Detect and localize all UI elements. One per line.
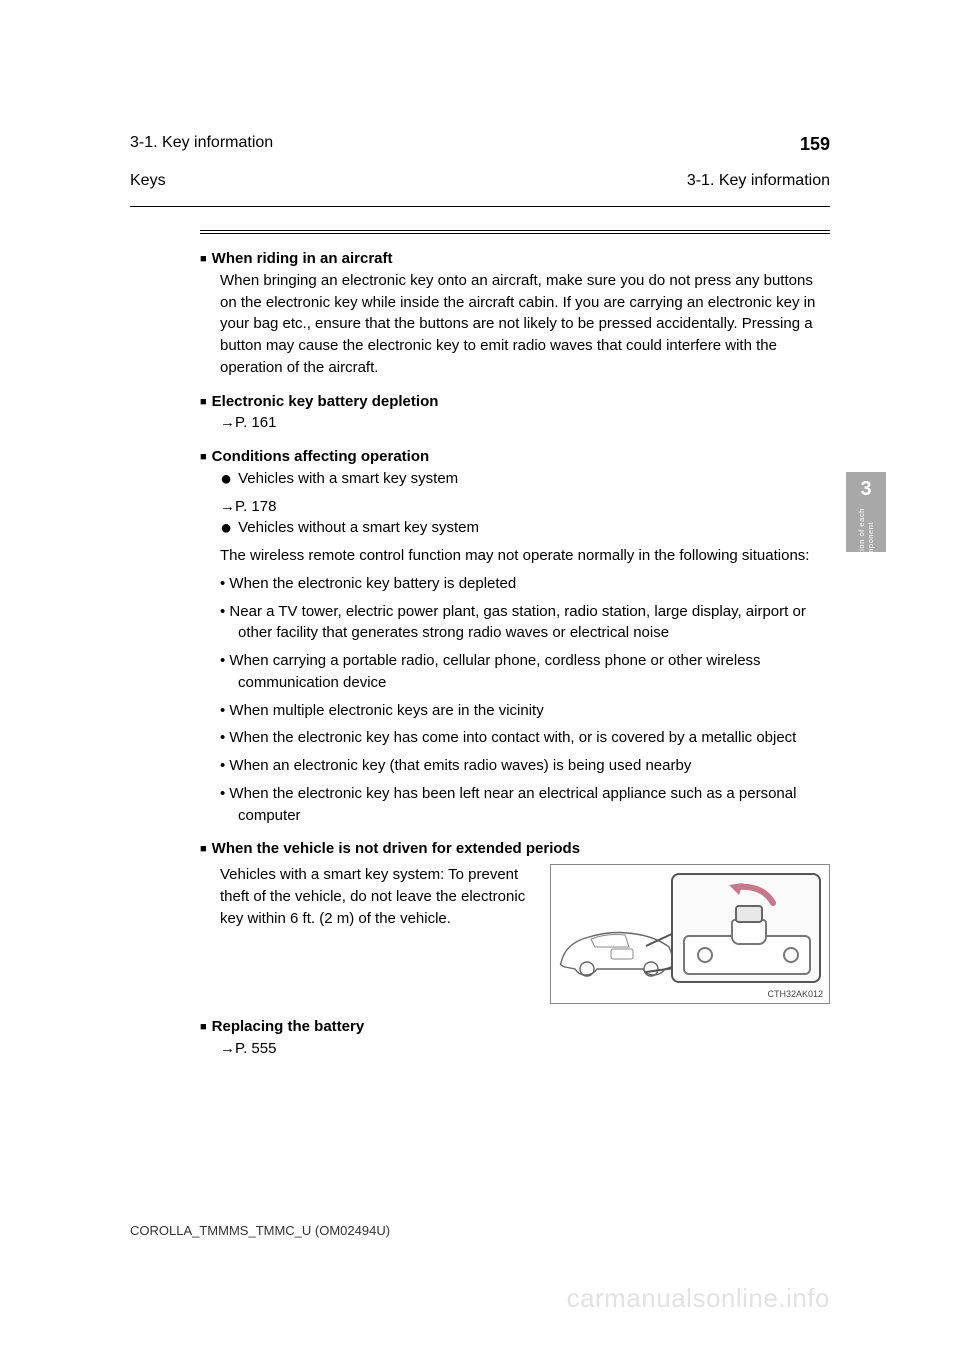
watermark: carmanualsonline.info bbox=[567, 1283, 830, 1314]
double-rule bbox=[200, 230, 830, 234]
figure-arrow-icon bbox=[723, 881, 777, 909]
figure-code: CTH32AK012 bbox=[765, 988, 825, 1001]
cond-bullet-0-ref: →P. 178 bbox=[220, 496, 830, 518]
item-battery-title: ■Electronic key battery depletion bbox=[200, 391, 830, 413]
item-extended-body: Vehicles with a smart key system: To pre… bbox=[200, 864, 536, 1004]
cond-sub-3: • When multiple electronic keys are in t… bbox=[200, 700, 830, 722]
page-number: 159 bbox=[800, 134, 830, 155]
item-replace-ref: →P. 555 bbox=[220, 1038, 830, 1060]
side-tab-label: Operation of each component bbox=[857, 505, 875, 581]
figure-inset bbox=[671, 873, 821, 983]
cond-bullet-0: ●Vehicles with a smart key system bbox=[200, 468, 830, 490]
section-path: 3-1. Key information bbox=[130, 134, 273, 152]
item-replace-title: ■Replacing the battery bbox=[200, 1016, 830, 1038]
cond-sub-5: • When an electronic key (that emits rad… bbox=[200, 755, 830, 777]
cond-sub-4: • When the electronic key has come into … bbox=[200, 727, 830, 749]
item-aircraft-body: When bringing an electronic key onto an … bbox=[200, 270, 830, 379]
figure-key-fob: CTH32AK012 bbox=[550, 864, 830, 1004]
item-conditions-title: ■Conditions affecting operation bbox=[200, 446, 830, 468]
cond-sub-0: • When the electronic key battery is dep… bbox=[200, 573, 830, 595]
item-aircraft-title: ■When riding in an aircraft bbox=[200, 248, 830, 270]
item-extended-title: ■When the vehicle is not driven for exte… bbox=[200, 838, 830, 860]
figure-car-svg bbox=[557, 901, 677, 989]
cond-sub-1: • Near a TV tower, electric power plant,… bbox=[200, 601, 830, 645]
cond-bullet-1-body: The wireless remote control function may… bbox=[200, 545, 830, 567]
item-battery-ref: →P. 161 bbox=[220, 412, 830, 434]
section-left: Keys bbox=[130, 172, 166, 190]
footer-code: COROLLA_TMMMS_TMMC_U (OM02494U) bbox=[130, 1223, 390, 1238]
cond-sub-2: • When carrying a portable radio, cellul… bbox=[200, 650, 830, 694]
side-tab-number: 3 bbox=[846, 472, 886, 501]
section-right: 3-1. Key information bbox=[687, 172, 830, 190]
cond-sub-6: • When the electronic key has been left … bbox=[200, 783, 830, 827]
divider bbox=[130, 206, 830, 207]
side-tab: 3 Operation of each component bbox=[846, 472, 886, 552]
cond-bullet-1: ●Vehicles without a smart key system bbox=[200, 517, 830, 539]
